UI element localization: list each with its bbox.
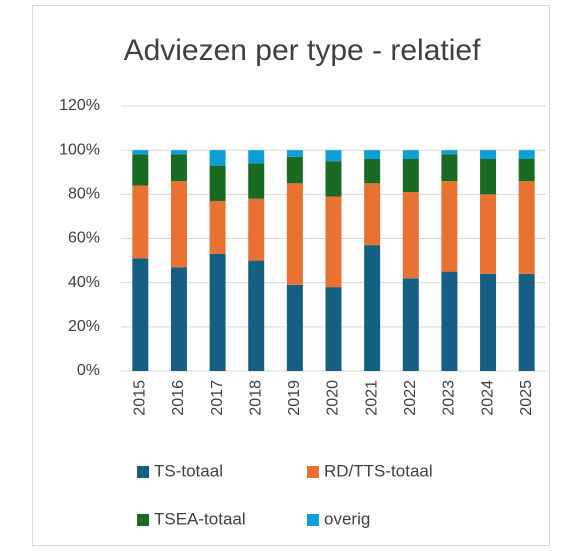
bar-segment [286,156,303,184]
legend-swatch [307,514,319,526]
bar-segment [132,258,149,371]
x-tick-label: 2020 [325,380,342,416]
bar-segment [518,150,535,159]
y-tick-label: 20% [68,318,100,335]
y-tick-label: 40% [68,274,100,291]
bar-segment [364,159,381,184]
x-tick-label: 2015 [132,380,149,416]
bar-segment [248,260,265,371]
legend-label: overig [324,509,370,528]
bar-segment [325,287,342,371]
legend-label: TSEA-totaal [154,509,246,528]
bar-segment [402,150,419,159]
bar-segment [209,165,226,201]
bar-segment [248,150,265,164]
bar-segment [209,253,226,371]
bar-segment [402,159,419,193]
bar-segment [248,163,265,199]
bar-segment [518,159,535,182]
bar-segment [441,150,458,155]
bar-segment [325,161,342,197]
x-tick-label: 2024 [479,380,496,416]
y-tick-label: 100% [59,141,100,158]
bar-segment [170,181,187,268]
bar-segment [170,150,187,155]
bar-segment [325,150,342,162]
bar-segment [480,194,497,274]
bar-segment [325,196,342,288]
bar-segment [209,200,226,254]
bar-segment [170,267,187,371]
bar-segment [441,181,458,272]
x-tick-label: 2021 [363,380,380,416]
chart-title: Adviezen per type - relatief [124,34,482,67]
legend-swatch [137,466,149,478]
bar-segment [132,154,149,186]
bar-segment [518,273,535,371]
bar-segment [480,150,497,159]
bar-segment [170,154,187,182]
bar-segment [364,183,381,246]
bar-segment [441,154,458,182]
x-tick-label: 2023 [441,380,458,416]
bar-segment [286,183,303,285]
legend-swatch [307,466,319,478]
bar-segment [364,150,381,159]
bar-segment [286,150,303,157]
x-tick-label: 2025 [518,380,535,416]
bar-segment [132,150,149,155]
bar-segment [132,185,149,259]
bar-segment [364,245,381,371]
legend-swatch [137,514,149,526]
legend-label: TS-totaal [154,461,223,480]
x-tick-label: 2019 [286,380,303,416]
bar-segment [286,284,303,371]
y-tick-label: 0% [77,362,100,379]
y-tick-label: 120% [59,97,100,114]
y-tick-label: 60% [68,230,100,247]
bar-segment [480,273,497,371]
bar-segment [209,150,226,166]
legend-label: RD/TTS-totaal [324,461,433,480]
bar-segment [402,192,419,279]
bar-segment [480,159,497,195]
bar-segment [402,278,419,371]
x-tick-label: 2017 [209,380,226,416]
x-tick-label: 2016 [170,380,187,416]
bar-segment [441,271,458,371]
y-tick-label: 80% [68,186,100,203]
bar-segment [248,198,265,261]
x-tick-label: 2022 [402,380,419,416]
x-tick-label: 2018 [247,380,264,416]
bar-segment [518,181,535,274]
